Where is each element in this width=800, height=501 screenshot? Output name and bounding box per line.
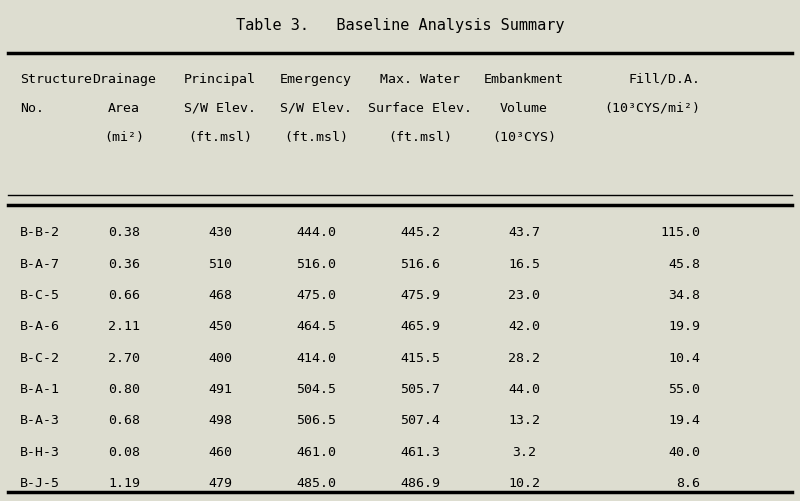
Text: 28.2: 28.2	[508, 352, 540, 365]
Text: B-A-7: B-A-7	[20, 258, 60, 271]
Text: Table 3.   Baseline Analysis Summary: Table 3. Baseline Analysis Summary	[236, 18, 564, 33]
Text: S/W Elev.: S/W Elev.	[184, 102, 256, 115]
Text: 10.2: 10.2	[508, 477, 540, 490]
Text: 0.68: 0.68	[108, 414, 140, 427]
Text: 42.0: 42.0	[508, 321, 540, 333]
Text: 13.2: 13.2	[508, 414, 540, 427]
Text: 465.9: 465.9	[400, 321, 440, 333]
Text: (ft.msl): (ft.msl)	[284, 131, 348, 144]
Text: 0.80: 0.80	[108, 383, 140, 396]
Text: Embankment: Embankment	[484, 73, 564, 86]
Text: S/W Elev.: S/W Elev.	[280, 102, 352, 115]
Text: 475.9: 475.9	[400, 289, 440, 302]
Text: 2.11: 2.11	[108, 321, 140, 333]
Text: 3.2: 3.2	[512, 446, 536, 458]
Text: 468: 468	[208, 289, 232, 302]
Text: 34.8: 34.8	[668, 289, 700, 302]
Text: 516.0: 516.0	[296, 258, 336, 271]
Text: B-J-5: B-J-5	[20, 477, 60, 490]
Text: 485.0: 485.0	[296, 477, 336, 490]
Text: 43.7: 43.7	[508, 226, 540, 239]
Text: 0.38: 0.38	[108, 226, 140, 239]
Text: 507.4: 507.4	[400, 414, 440, 427]
Text: (10³CYS/mi²): (10³CYS/mi²)	[604, 102, 700, 115]
Text: 2.70: 2.70	[108, 352, 140, 365]
Text: Max. Water: Max. Water	[380, 73, 460, 86]
Text: B-C-5: B-C-5	[20, 289, 60, 302]
Text: 491: 491	[208, 383, 232, 396]
Text: 510: 510	[208, 258, 232, 271]
Text: B-H-3: B-H-3	[20, 446, 60, 458]
Text: 414.0: 414.0	[296, 352, 336, 365]
Text: 45.8: 45.8	[668, 258, 700, 271]
Text: B-C-2: B-C-2	[20, 352, 60, 365]
Text: Volume: Volume	[500, 102, 548, 115]
Text: (ft.msl): (ft.msl)	[388, 131, 452, 144]
Text: 461.3: 461.3	[400, 446, 440, 458]
Text: 505.7: 505.7	[400, 383, 440, 396]
Text: (mi²): (mi²)	[104, 131, 144, 144]
Text: 504.5: 504.5	[296, 383, 336, 396]
Text: Surface Elev.: Surface Elev.	[368, 102, 472, 115]
Text: 464.5: 464.5	[296, 321, 336, 333]
Text: 0.66: 0.66	[108, 289, 140, 302]
Text: (ft.msl): (ft.msl)	[188, 131, 252, 144]
Text: Principal: Principal	[184, 73, 256, 86]
Text: 479: 479	[208, 477, 232, 490]
Text: 445.2: 445.2	[400, 226, 440, 239]
Text: Structure: Structure	[20, 73, 92, 86]
Text: Area: Area	[108, 102, 140, 115]
Text: 23.0: 23.0	[508, 289, 540, 302]
Text: 461.0: 461.0	[296, 446, 336, 458]
Text: 400: 400	[208, 352, 232, 365]
Text: 506.5: 506.5	[296, 414, 336, 427]
Text: 44.0: 44.0	[508, 383, 540, 396]
Text: 498: 498	[208, 414, 232, 427]
Text: 8.6: 8.6	[676, 477, 700, 490]
Text: 0.36: 0.36	[108, 258, 140, 271]
Text: Fill/D.A.: Fill/D.A.	[628, 73, 700, 86]
Text: 10.4: 10.4	[668, 352, 700, 365]
Text: B-B-2: B-B-2	[20, 226, 60, 239]
Text: 460: 460	[208, 446, 232, 458]
Text: 450: 450	[208, 321, 232, 333]
Text: Emergency: Emergency	[280, 73, 352, 86]
Text: 0.08: 0.08	[108, 446, 140, 458]
Text: 1.19: 1.19	[108, 477, 140, 490]
Text: 430: 430	[208, 226, 232, 239]
Text: No.: No.	[20, 102, 44, 115]
Text: 16.5: 16.5	[508, 258, 540, 271]
Text: 516.6: 516.6	[400, 258, 440, 271]
Text: 486.9: 486.9	[400, 477, 440, 490]
Text: (10³CYS): (10³CYS)	[492, 131, 556, 144]
Text: 40.0: 40.0	[668, 446, 700, 458]
Text: 115.0: 115.0	[660, 226, 700, 239]
Text: 415.5: 415.5	[400, 352, 440, 365]
Text: B-A-3: B-A-3	[20, 414, 60, 427]
Text: B-A-6: B-A-6	[20, 321, 60, 333]
Text: 19.9: 19.9	[668, 321, 700, 333]
Text: 19.4: 19.4	[668, 414, 700, 427]
Text: Drainage: Drainage	[92, 73, 156, 86]
Text: B-A-1: B-A-1	[20, 383, 60, 396]
Text: 444.0: 444.0	[296, 226, 336, 239]
Text: 475.0: 475.0	[296, 289, 336, 302]
Text: 55.0: 55.0	[668, 383, 700, 396]
